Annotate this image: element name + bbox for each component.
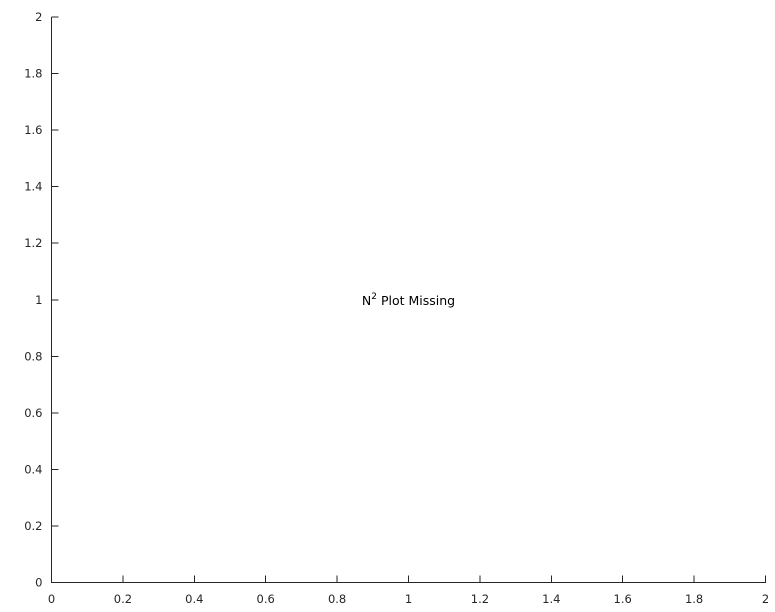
y-tick-label: 0.2 <box>24 519 42 533</box>
plot-missing-annotation: N2 Plot Missing <box>362 292 455 308</box>
x-tick-label: 1 <box>405 592 412 606</box>
annotation-rest: Plot Missing <box>377 293 455 308</box>
x-tick-label: 0 <box>48 592 55 606</box>
y-tick-label: 0 <box>35 576 42 590</box>
y-tick-label: 0.4 <box>24 462 42 476</box>
y-tick-label: 1.6 <box>24 123 42 137</box>
x-tick-label: 0.6 <box>257 592 275 606</box>
annotation-base: N <box>362 293 371 308</box>
y-tick-label: 0.8 <box>24 349 42 363</box>
annotation-superscript: 2 <box>371 292 377 302</box>
x-tick-label: 0.4 <box>185 592 203 606</box>
x-tick-label: 0.8 <box>328 592 346 606</box>
x-tick-label: 1.8 <box>685 592 703 606</box>
x-tick-label: 1.2 <box>471 592 489 606</box>
y-tick-label: 0.6 <box>24 406 42 420</box>
x-tick-label: 1.6 <box>614 592 632 606</box>
y-tick-label: 1.4 <box>24 180 42 194</box>
y-tick-label: 1.8 <box>24 67 42 81</box>
x-tick-label: 1.4 <box>542 592 560 606</box>
y-tick-label: 1.2 <box>24 236 42 250</box>
x-tick-label: 0.2 <box>114 592 132 606</box>
x-tick-label: 2 <box>762 592 769 606</box>
x-axis-ticks: 0 0.2 0.4 0.6 0.8 1 1.2 1.4 1.6 1.8 2 <box>48 575 769 606</box>
y-tick-label: 1 <box>35 293 42 307</box>
y-axis-ticks: 0 0.2 0.4 0.6 0.8 1 1.2 1.4 1.6 1.8 2 <box>24 10 59 590</box>
y-tick-label: 2 <box>35 10 42 24</box>
